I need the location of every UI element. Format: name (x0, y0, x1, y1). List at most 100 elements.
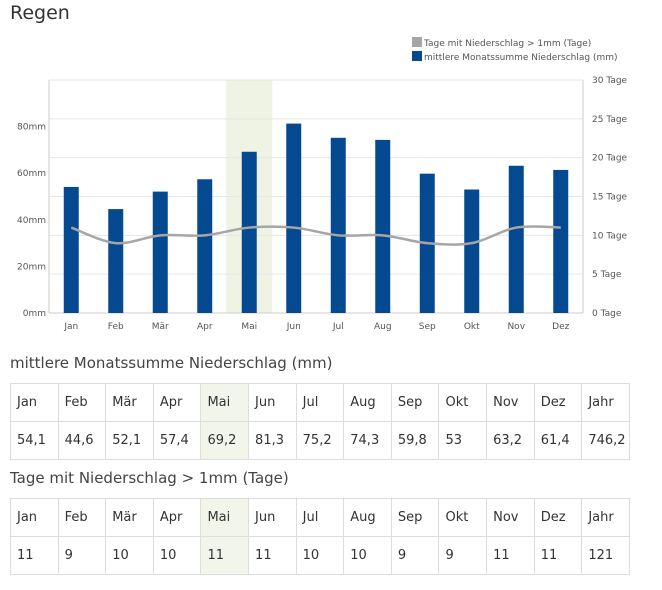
value-cell: 75,2 (295, 421, 345, 460)
bar (241, 151, 257, 313)
value-cell: 54,1 (10, 421, 59, 460)
value-cell: 9 (57, 536, 107, 575)
value-cell: 10 (295, 536, 345, 575)
header-cell: Mai (200, 498, 250, 537)
x-tick-label: Jul (332, 322, 344, 332)
header-cell: Jun (248, 498, 297, 537)
value-cell: 746,2 (581, 421, 630, 460)
days-line (70, 225, 561, 246)
value-cell: 10 (343, 536, 392, 575)
bar (286, 123, 302, 313)
x-tick-label: Okt (464, 322, 480, 332)
header-cell: Dez (533, 383, 583, 422)
table-row: 11 9 10 10 11 11 10 10 9 9 11 11 121 (10, 536, 630, 575)
right-tick-label: 0 Tage (592, 309, 622, 319)
right-tick-label: 5 Tage (592, 270, 622, 280)
value-cell: 57,4 (152, 421, 202, 460)
header-cell: Aug (343, 498, 392, 537)
bar (375, 139, 391, 313)
legend-label: mittlere Monatssumme Niederschlag (mm) (424, 53, 618, 63)
header-cell: Jul (295, 383, 345, 422)
header-cell: Apr (152, 498, 202, 537)
x-tick-label: Mär (152, 322, 169, 332)
rain-days-table: Jan Feb Mär Apr Mai Jun Jul Aug Sep Okt Nov Dez Jahr… (10, 498, 630, 575)
value-cell: 81,3 (248, 421, 297, 460)
legend-swatch (412, 37, 422, 47)
header-cell: Mär (105, 498, 154, 537)
legend-label: Tage mit Niederschlag > 1mm (Tage) (423, 39, 591, 49)
header-cell: Mär (105, 383, 154, 422)
x-tick-label: Dez (552, 322, 569, 332)
right-tick-label: 15 Tage (592, 193, 628, 203)
right-tick-label: 20 Tage (592, 154, 628, 164)
header-cell: Jahr (581, 498, 630, 537)
value-cell: 11 (248, 536, 297, 575)
left-tick-label: 40mm (17, 216, 46, 226)
page-title: Regen (10, 2, 70, 24)
x-tick-label: Aug (374, 322, 392, 332)
x-tick-label: Feb (108, 322, 124, 332)
header-cell: Aug (343, 383, 392, 422)
value-cell: 9 (438, 536, 488, 575)
header-cell: Feb (57, 498, 107, 537)
value-cell: 11 (486, 536, 535, 575)
x-tick-label: Jan (63, 322, 78, 332)
legend-swatch (412, 51, 422, 61)
header-cell: Nov (486, 383, 535, 422)
table-header-row: Jan Feb Mär Apr Mai Jun Jul Aug Sep Okt Nov Dez Jahr (10, 498, 630, 537)
right-tick-label: 30 Tage (592, 76, 628, 86)
left-tick-label: 20mm (17, 262, 46, 272)
header-cell: Mai (200, 383, 250, 422)
precip-table: Jan Feb Mär Apr Mai Jun Jul Aug Sep Okt Nov Dez Jahr… (10, 383, 630, 460)
value-cell: 10 (105, 536, 154, 575)
bar (464, 189, 480, 313)
bar (553, 169, 569, 313)
value-cell: 11 (533, 536, 583, 575)
value-cell: 53 (438, 421, 488, 460)
table-row: 54,1 44,6 52,1 57,4 69,2 81,3 75,2 74,3 59,8 53 63… (10, 421, 630, 460)
x-tick-label: Jun (286, 322, 301, 332)
header-cell: Okt (438, 383, 488, 422)
header-cell: Feb (57, 383, 107, 422)
rain-chart: Jan Feb Mär Apr Mai Jun Jul Aug Sep Okt Nov Dez 0mm… (17, 37, 628, 332)
value-cell: 10 (152, 536, 202, 575)
value-cell: 69,2 (200, 421, 250, 460)
value-cell: 9 (390, 536, 440, 575)
table1-title: mittlere Monatssumme Niederschlag (mm) (10, 354, 333, 372)
x-tick-label: Mai (241, 322, 257, 332)
bar (152, 191, 168, 313)
x-tick-label: Sep (419, 322, 436, 332)
value-cell: 52,1 (105, 421, 154, 460)
value-cell: 74,3 (343, 421, 392, 460)
header-cell: Apr (152, 383, 202, 422)
header-cell: Sep (390, 383, 440, 422)
left-tick-label: 0mm (23, 309, 46, 319)
value-cell: 59,8 (390, 421, 440, 460)
value-cell: 11 (10, 536, 59, 575)
table-header-row: Jan Feb Mär Apr Mai Jun Jul Aug Sep Okt Nov Dez Jahr (10, 383, 630, 422)
right-tick-label: 25 Tage (592, 115, 628, 125)
header-cell: Okt (438, 498, 488, 537)
bar (508, 165, 524, 313)
header-cell: Jul (295, 498, 345, 537)
header-cell: Nov (486, 498, 535, 537)
bar (197, 179, 213, 313)
value-cell: 44,6 (57, 421, 107, 460)
x-tick-label: Apr (197, 322, 213, 332)
value-cell: 61,4 (533, 421, 583, 460)
header-cell: Jahr (581, 383, 630, 422)
left-tick-label: 80mm (17, 123, 46, 133)
table2-title: Tage mit Niederschlag > 1mm (Tage) (10, 469, 289, 487)
value-cell: 11 (200, 536, 250, 575)
bar (330, 137, 346, 313)
header-cell: Jan (10, 383, 59, 422)
x-tick-label: Nov (507, 322, 525, 332)
bar (63, 186, 79, 313)
header-cell: Jan (10, 498, 59, 537)
header-cell: Jun (248, 383, 297, 422)
left-tick-label: 60mm (17, 169, 46, 179)
value-cell: 121 (581, 536, 630, 575)
header-cell: Sep (390, 498, 440, 537)
bar (108, 209, 124, 313)
right-tick-label: 10 Tage (592, 231, 628, 241)
